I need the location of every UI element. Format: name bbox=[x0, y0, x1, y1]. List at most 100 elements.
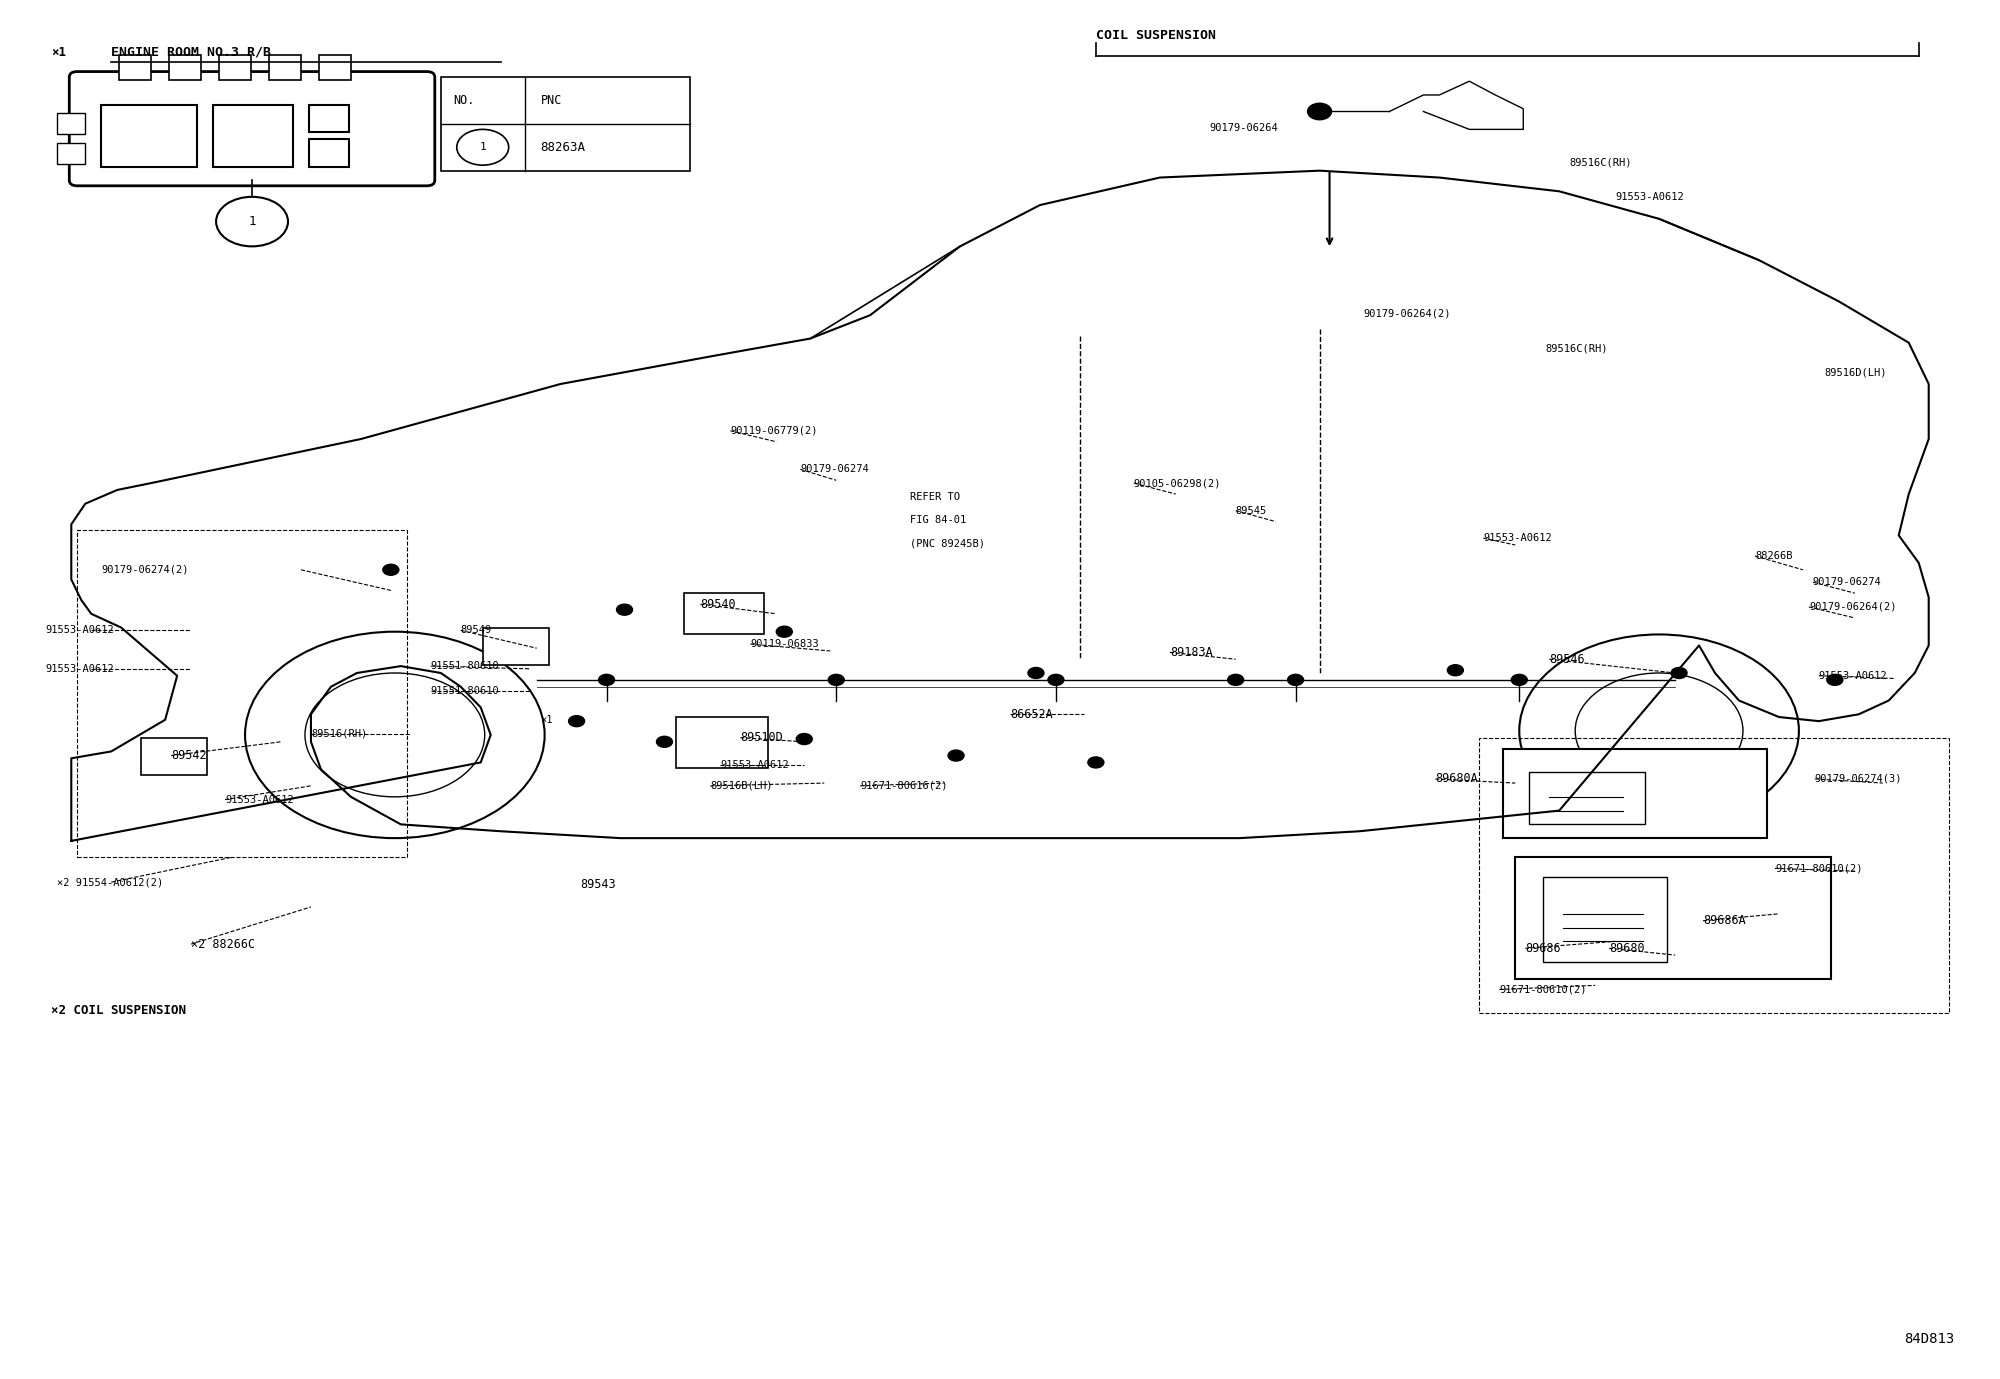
Text: 86652A: 86652A bbox=[1010, 707, 1052, 721]
Circle shape bbox=[948, 750, 964, 761]
Bar bbox=[214, 105, 292, 167]
Text: 89680A: 89680A bbox=[1436, 772, 1478, 786]
Text: PNC: PNC bbox=[540, 94, 562, 108]
Text: 89516(RH): 89516(RH) bbox=[310, 728, 368, 739]
Bar bbox=[1504, 749, 1766, 838]
Text: 89540: 89540 bbox=[700, 597, 736, 611]
Text: 89516D(LH): 89516D(LH) bbox=[1824, 368, 1888, 378]
Bar bbox=[1530, 772, 1646, 825]
Text: 91671-80616(2): 91671-80616(2) bbox=[860, 781, 948, 790]
Bar bbox=[220, 55, 252, 80]
Circle shape bbox=[598, 674, 614, 685]
Text: 91553-A0612: 91553-A0612 bbox=[1484, 534, 1552, 543]
Bar bbox=[684, 593, 764, 634]
Text: 90119-06779(2): 90119-06779(2) bbox=[730, 426, 818, 436]
Text: 91553-A0612: 91553-A0612 bbox=[46, 625, 114, 636]
Circle shape bbox=[776, 626, 792, 637]
Circle shape bbox=[456, 130, 508, 165]
Text: 89542: 89542 bbox=[172, 749, 206, 763]
Text: 90179-06264(2): 90179-06264(2) bbox=[1364, 309, 1450, 319]
Bar bbox=[1544, 877, 1668, 963]
Bar bbox=[1516, 858, 1830, 979]
Text: 91671-80610(2): 91671-80610(2) bbox=[1774, 863, 1862, 873]
Text: 88266B: 88266B bbox=[1754, 552, 1792, 561]
Text: 91553-A0612: 91553-A0612 bbox=[1818, 670, 1888, 681]
Bar bbox=[78, 530, 406, 858]
Text: 89510D: 89510D bbox=[740, 731, 784, 745]
Text: 90179-06274(2): 90179-06274(2) bbox=[102, 565, 188, 575]
Circle shape bbox=[656, 736, 672, 747]
Text: 89549: 89549 bbox=[460, 625, 492, 636]
Circle shape bbox=[1288, 674, 1304, 685]
Text: 91551-80610: 91551-80610 bbox=[430, 685, 500, 696]
Text: 89516C(RH): 89516C(RH) bbox=[1570, 157, 1632, 167]
Text: ×2 88266C: ×2 88266C bbox=[192, 938, 256, 950]
Text: ×2 COIL SUSPENSION: ×2 COIL SUSPENSION bbox=[52, 1004, 186, 1016]
Text: 90179-06274: 90179-06274 bbox=[800, 465, 870, 474]
FancyBboxPatch shape bbox=[70, 72, 434, 186]
Bar bbox=[308, 139, 348, 167]
Circle shape bbox=[1228, 674, 1244, 685]
Text: 90119-06833: 90119-06833 bbox=[750, 638, 820, 650]
Circle shape bbox=[1088, 757, 1104, 768]
Bar bbox=[58, 143, 86, 164]
Text: 89183A: 89183A bbox=[1170, 645, 1212, 659]
Circle shape bbox=[382, 564, 398, 575]
Text: 90179-06274(3): 90179-06274(3) bbox=[1814, 774, 1902, 783]
Circle shape bbox=[1048, 674, 1064, 685]
Circle shape bbox=[1028, 667, 1044, 678]
Text: 89686: 89686 bbox=[1526, 942, 1560, 954]
Text: 1: 1 bbox=[248, 215, 256, 228]
Bar bbox=[142, 738, 208, 775]
Circle shape bbox=[568, 716, 584, 727]
Circle shape bbox=[796, 734, 812, 745]
Circle shape bbox=[1448, 665, 1464, 676]
Text: 91671-80610(2): 91671-80610(2) bbox=[1500, 985, 1586, 994]
Circle shape bbox=[216, 197, 288, 247]
Circle shape bbox=[1308, 103, 1332, 120]
Bar bbox=[676, 717, 768, 768]
Text: 88263A: 88263A bbox=[540, 141, 586, 154]
Text: 90179-06274: 90179-06274 bbox=[1812, 578, 1882, 587]
Text: 84D813: 84D813 bbox=[1904, 1332, 1954, 1346]
Circle shape bbox=[1668, 775, 1684, 786]
Bar bbox=[170, 55, 202, 80]
Text: 90179-06264: 90179-06264 bbox=[1210, 123, 1278, 132]
Text: 89545: 89545 bbox=[1236, 506, 1266, 516]
Text: NO.: NO. bbox=[452, 94, 474, 108]
Bar bbox=[58, 113, 86, 134]
Text: ×1: ×1 bbox=[52, 46, 66, 59]
Text: 91553-A0612: 91553-A0612 bbox=[720, 760, 790, 771]
Text: (PNC 89245B): (PNC 89245B) bbox=[910, 539, 986, 549]
Bar bbox=[270, 55, 300, 80]
Text: REFER TO: REFER TO bbox=[910, 492, 960, 502]
Text: 91553-A0612: 91553-A0612 bbox=[46, 663, 114, 674]
Text: 91553-A0612: 91553-A0612 bbox=[1616, 192, 1684, 201]
Bar bbox=[102, 105, 198, 167]
Text: FIG 84-01: FIG 84-01 bbox=[910, 516, 966, 525]
Text: 89546: 89546 bbox=[1550, 652, 1584, 666]
Text: 89543: 89543 bbox=[580, 878, 616, 891]
Text: 91553-A0612: 91553-A0612 bbox=[226, 794, 294, 804]
Text: 91551-80610: 91551-80610 bbox=[430, 661, 500, 672]
Circle shape bbox=[1672, 667, 1688, 678]
Bar bbox=[1480, 738, 1948, 1014]
Bar bbox=[318, 55, 350, 80]
Text: ENGINE ROOM NO.3 R/B: ENGINE ROOM NO.3 R/B bbox=[112, 46, 272, 59]
Bar bbox=[482, 627, 548, 665]
Text: ×1: ×1 bbox=[540, 714, 554, 725]
Circle shape bbox=[1512, 674, 1528, 685]
Bar bbox=[440, 77, 690, 171]
Text: 89680: 89680 bbox=[1610, 942, 1644, 954]
Text: 1: 1 bbox=[480, 142, 486, 152]
Text: ×2 91554-A0612(2): ×2 91554-A0612(2) bbox=[58, 877, 164, 887]
Bar bbox=[308, 105, 348, 132]
Text: 90179-06264(2): 90179-06264(2) bbox=[1808, 601, 1896, 612]
Circle shape bbox=[828, 674, 844, 685]
Text: 89686A: 89686A bbox=[1704, 914, 1746, 927]
Bar bbox=[120, 55, 152, 80]
Text: 89516B(LH): 89516B(LH) bbox=[710, 781, 772, 790]
Circle shape bbox=[616, 604, 632, 615]
Text: 89516C(RH): 89516C(RH) bbox=[1546, 343, 1608, 353]
Circle shape bbox=[1826, 674, 1842, 685]
